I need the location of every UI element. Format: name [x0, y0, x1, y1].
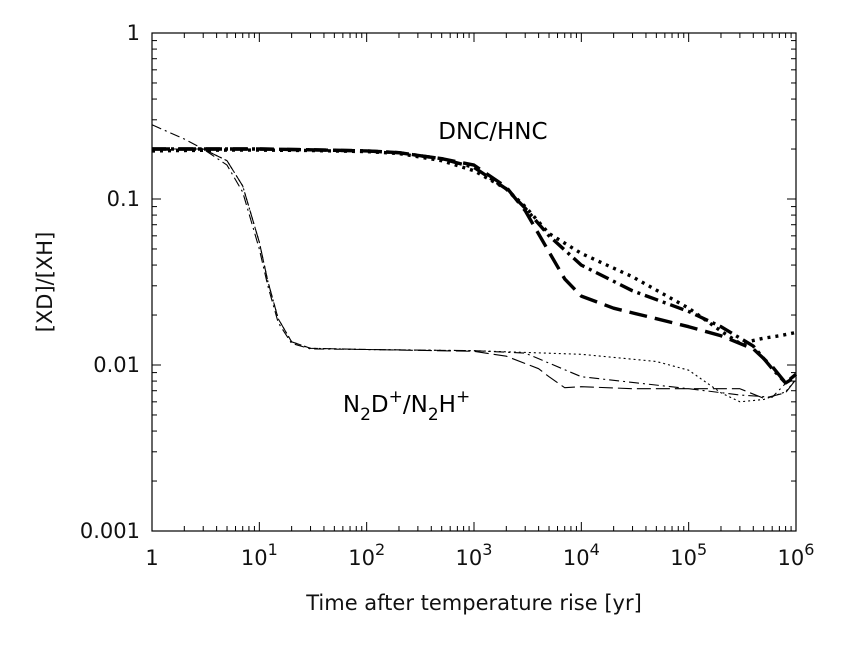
x-tick-label-6: 106	[778, 540, 815, 570]
x-axis-label: Time after temperature rise [yr]	[305, 591, 642, 615]
series-line-3	[151, 124, 797, 398]
x-tick-label-2: 102	[348, 540, 385, 570]
y-axis-label: [XD]/[XH]	[33, 232, 57, 333]
series-line-2	[151, 148, 797, 346]
tick-labels: 1 101 102 103 104 105 106 0.001 0.01 0.1 1	[80, 21, 815, 570]
y-tick-label-3: 1	[127, 21, 140, 45]
tick-marks	[152, 33, 796, 531]
series-line-5	[152, 148, 797, 403]
series-line-4	[152, 148, 797, 399]
annotation-dnc-hnc: DNC/HNC	[438, 119, 547, 145]
x-tick-label-3: 103	[456, 540, 493, 570]
y-tick-label-0: 0.001	[80, 519, 140, 543]
annotation-n2d-n2h: N2D+/N2H+	[343, 387, 470, 425]
series-line-0	[152, 147, 797, 385]
series-layer	[151, 124, 798, 403]
y-tick-label-1: 0.01	[93, 353, 140, 377]
x-tick-label-0: 1	[145, 546, 158, 570]
x-tick-label-5: 105	[670, 540, 707, 570]
x-tick-label-1: 101	[241, 540, 278, 570]
y-tick-label-2: 0.1	[107, 187, 140, 211]
series-line-1	[152, 147, 798, 385]
x-tick-label-4: 104	[563, 540, 600, 570]
plot-frame	[151, 32, 797, 532]
